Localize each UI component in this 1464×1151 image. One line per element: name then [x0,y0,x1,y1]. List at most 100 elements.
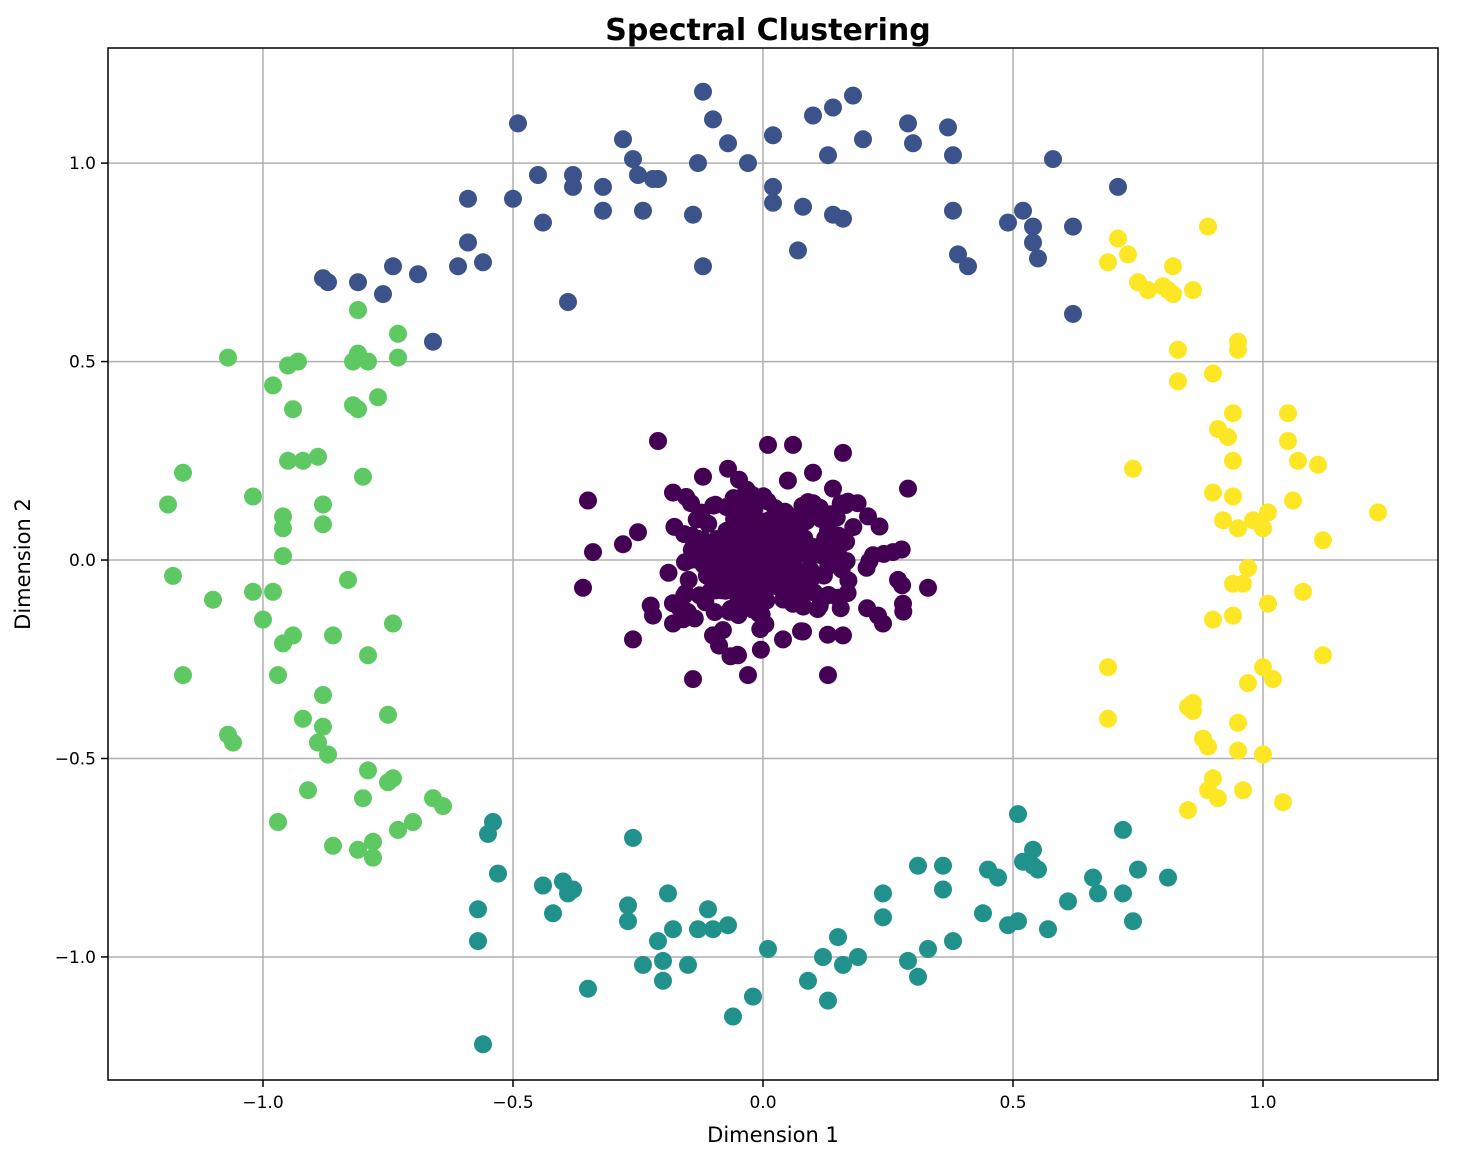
scatter-point-cluster-2 [619,896,637,915]
scatter-point-cluster-4 [1219,428,1237,446]
scatter-point-cluster-1 [764,193,782,212]
scatter-point-cluster-0 [759,435,777,454]
axis-ticks: −1.0 −0.5 0.0 0.5 1.0 −1.0 −0.5 0.0 0.5 1.0 [55,154,1277,1113]
scatter-point-cluster-4 [1274,793,1292,812]
scatter-point-cluster-4 [1234,574,1252,593]
scatter-point-cluster-1 [834,209,852,228]
scatter-point-cluster-1 [1109,177,1127,196]
scatter-point-cluster-3 [159,495,177,514]
scatter-point-cluster-0 [743,486,762,505]
scatter-point-cluster-1 [764,126,782,145]
scatter-point-cluster-4 [1224,606,1242,625]
y-tick-label: 1.0 [69,154,96,174]
scatter-point-cluster-2 [899,951,917,970]
scatter-point-cluster-4 [1184,281,1202,300]
scatter-point-cluster-2 [634,955,652,974]
scatter-point-cluster-0 [751,640,770,659]
scatter-point-cluster-3 [164,566,182,585]
scatter-point-cluster-0 [844,518,863,537]
scatter-point-cluster-0 [802,507,821,526]
scatter-point-cluster-3 [264,376,282,395]
scatter-point-cluster-1 [564,177,582,196]
scatter-point-cluster-2 [564,880,582,899]
scatter-point-cluster-1 [694,257,712,276]
scatter-point-cluster-0 [824,479,842,498]
scatter-point-cluster-1 [649,170,667,188]
scatter-point-cluster-4 [1279,432,1297,450]
scatter-point-cluster-2 [544,904,562,923]
scatter-point-cluster-0 [798,574,817,593]
scatter-point-cluster-4 [1099,709,1117,728]
scatter-point-cluster-1 [529,166,547,184]
scatter-point-cluster-1 [789,241,807,260]
scatter-point-cluster-1 [844,86,862,105]
scatter-point-cluster-2 [1084,868,1102,887]
scatter-point-cluster-3 [364,832,382,851]
scatter-point-cluster-4 [1229,713,1247,732]
scatter-point-cluster-3 [324,836,342,855]
scatter-point-cluster-2 [484,813,502,831]
scatter-point-cluster-1 [474,253,492,272]
scatter-point-cluster-0 [741,553,760,572]
scatter-point-cluster-4 [1179,801,1197,820]
scatter-point-cluster-3 [264,582,282,601]
scatter-point-cluster-1 [904,134,922,153]
scatter-point-cluster-3 [174,666,192,685]
scatter-point-cluster-4 [1234,781,1252,800]
scatter-point-cluster-4 [1139,281,1157,300]
scatter-point-cluster-1 [459,189,477,208]
scatter-point-cluster-0 [834,443,852,462]
scatter-point-cluster-2 [1039,920,1057,939]
scatter-point-cluster-4 [1289,451,1307,470]
scatter-point-cluster-3 [354,467,372,486]
scatter-point-cluster-3 [269,813,287,831]
x-tick-label: −0.5 [492,1093,533,1113]
scatter-point-cluster-1 [374,285,392,304]
x-tick-label: 0.5 [999,1093,1026,1113]
scatter-point-cluster-1 [449,257,467,276]
scatter-point-cluster-2 [654,971,672,990]
scatter-point-cluster-1 [939,118,957,137]
scatter-point-cluster-3 [319,745,337,764]
scatter-point-cluster-2 [799,971,817,990]
scatter-point-cluster-0 [574,578,592,597]
scatter-point-cluster-3 [434,797,452,816]
scatter-point-cluster-2 [974,904,992,923]
scatter-point-cluster-0 [832,560,851,579]
scatter-point-cluster-2 [1159,868,1177,887]
scatter-point-cluster-0 [792,622,810,641]
scatter-point-cluster-0 [679,570,698,589]
x-tick-label: −1.0 [242,1093,283,1113]
scatter-point-cluster-2 [704,920,722,939]
scatter-point-cluster-2 [664,920,682,939]
scatter-point-cluster-4 [1204,483,1222,502]
scatter-point-cluster-0 [829,588,847,607]
scatter-point-cluster-1 [319,273,337,292]
data-points [159,82,1387,1054]
y-axis-label: Dimension 2 [11,498,35,630]
scatter-point-cluster-4 [1169,372,1187,391]
scatter-point-cluster-4 [1119,245,1137,264]
scatter-point-cluster-4 [1294,582,1312,601]
scatter-point-cluster-4 [1099,658,1117,677]
scatter-point-cluster-3 [359,646,377,665]
scatter-point-cluster-3 [384,769,402,788]
scatter-point-cluster-0 [839,492,857,511]
scatter-point-cluster-0 [858,599,877,618]
scatter-point-cluster-2 [719,916,737,935]
scatter-point-cluster-4 [1224,404,1242,423]
scatter-point-cluster-0 [816,529,835,548]
scatter-point-cluster-1 [999,213,1017,232]
scatter-point-cluster-4 [1254,658,1272,677]
scatter-point-cluster-0 [739,567,758,586]
scatter-point-cluster-0 [614,535,632,554]
scatter-point-cluster-2 [474,1035,492,1054]
scatter-point-cluster-1 [899,114,917,133]
scatter-point-cluster-4 [1239,559,1257,577]
scatter-point-cluster-3 [384,614,402,633]
scatter-point-cluster-2 [1009,912,1027,931]
scatter-point-cluster-1 [949,245,967,264]
scatter-point-cluster-1 [559,293,577,311]
scatter-point-cluster-1 [409,265,427,284]
scatter-point-cluster-3 [314,686,332,704]
